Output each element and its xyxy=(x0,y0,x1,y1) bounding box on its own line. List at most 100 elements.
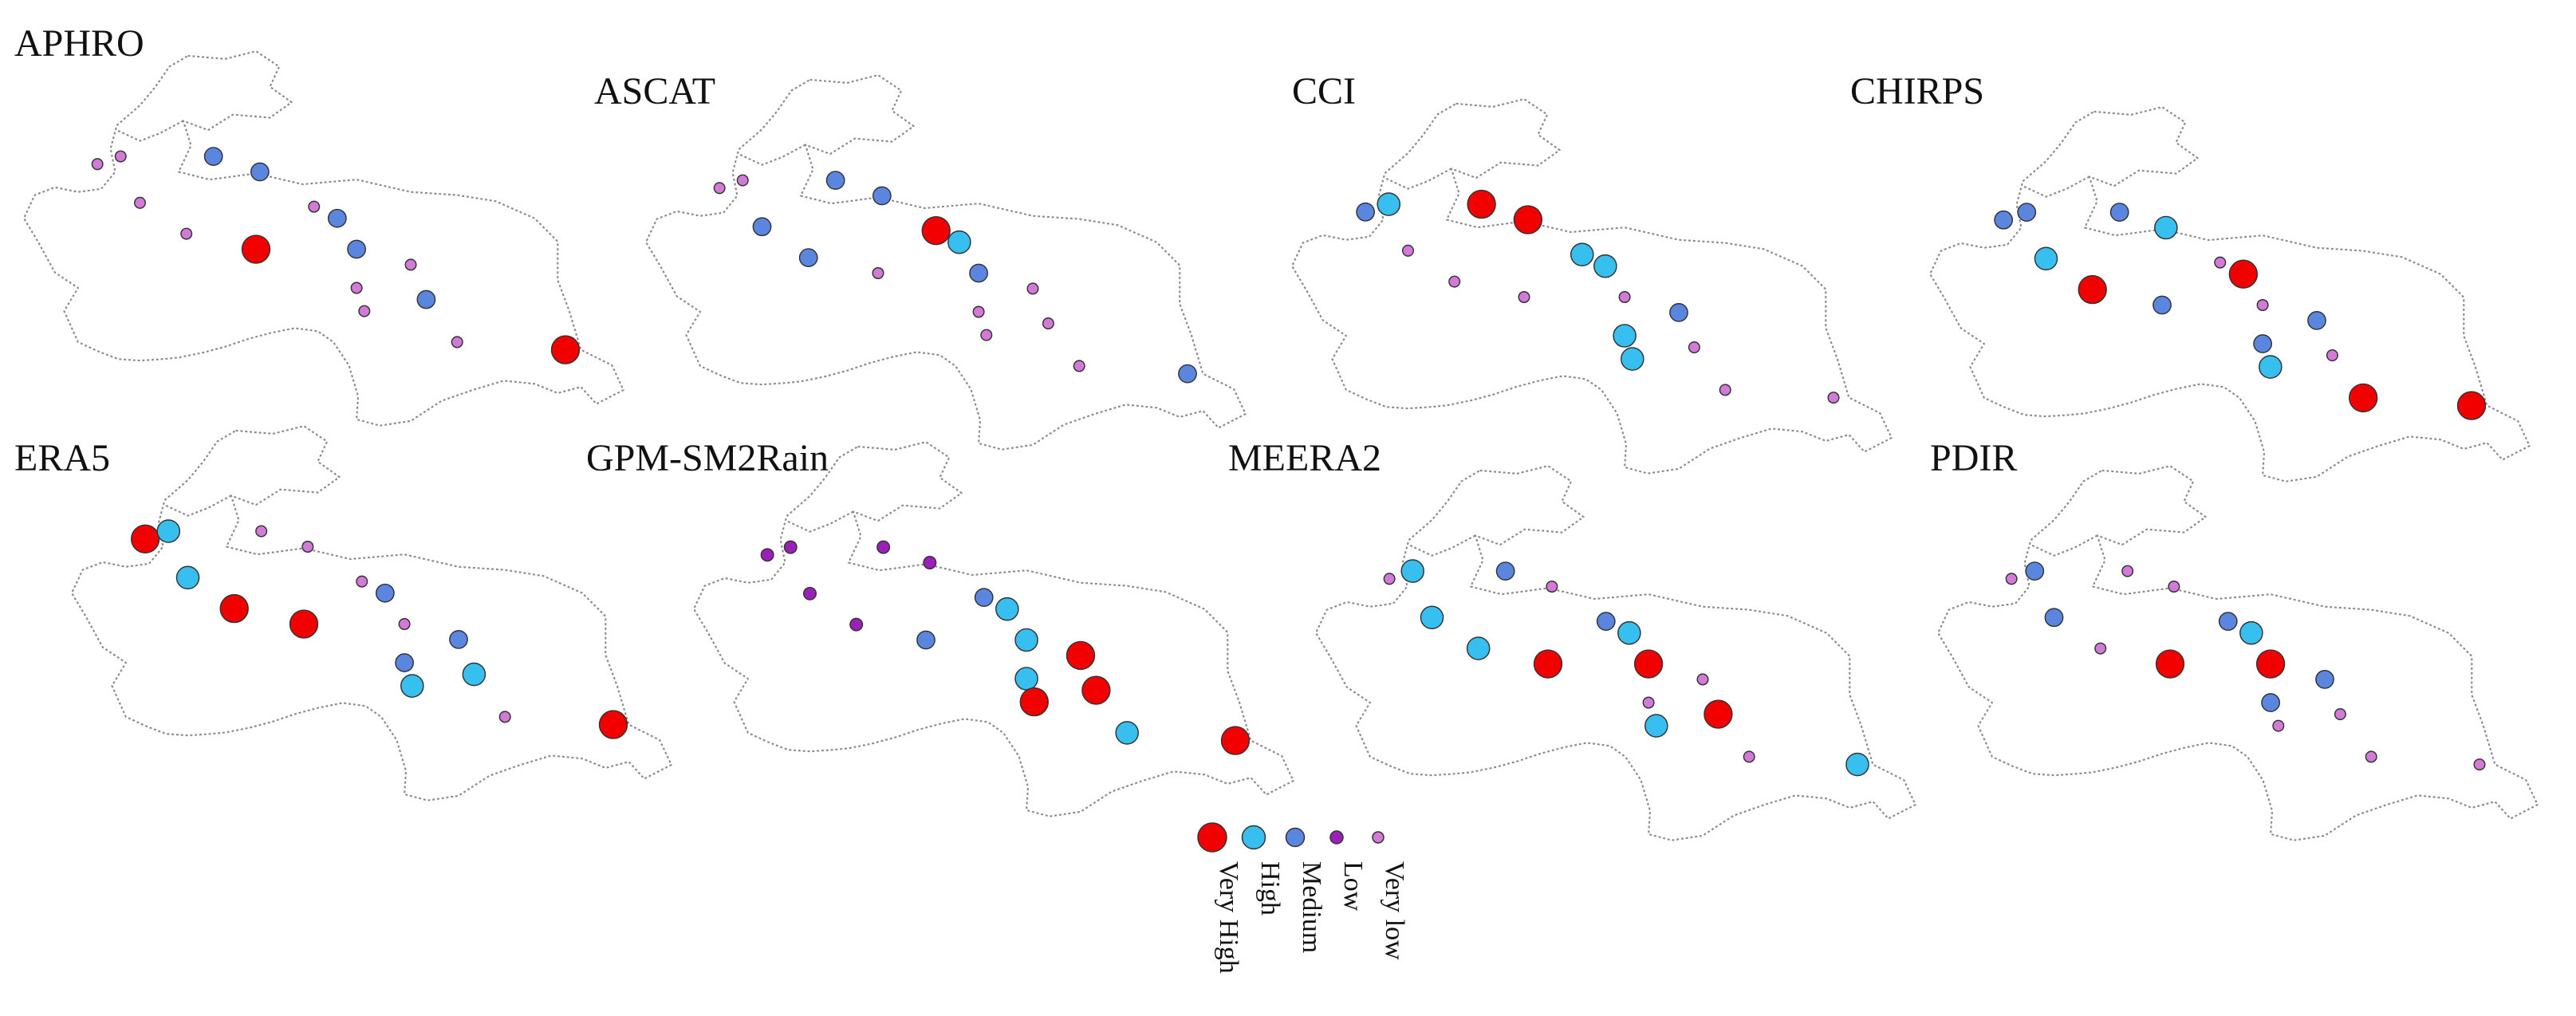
station-marker-very-high xyxy=(2155,649,2185,679)
internal-boundary xyxy=(116,120,184,142)
station-marker-medium xyxy=(798,248,818,267)
country-map xyxy=(1314,465,1916,841)
station-marker-very-high xyxy=(1513,205,1543,234)
station-marker-medium xyxy=(2307,311,2326,330)
country-boundary xyxy=(1936,465,2539,841)
panel-title: CCI xyxy=(1292,70,1356,112)
internal-boundary xyxy=(738,144,806,166)
station-marker-medium xyxy=(1178,364,1197,384)
station-marker-very-low xyxy=(1073,360,1085,372)
station-marker-low xyxy=(876,540,891,554)
station-marker-high xyxy=(1621,347,1644,371)
station-marker-high xyxy=(1613,324,1637,348)
legend-label-medium: Medium xyxy=(1297,861,1326,953)
station-marker-very-high xyxy=(921,215,951,246)
station-marker-high xyxy=(2259,355,2283,379)
station-marker-very-low xyxy=(2326,349,2338,362)
station-marker-very-high xyxy=(1065,640,1096,671)
legend-marker-very-low xyxy=(1372,831,1385,844)
panels-layer: APHRO ASCAT CCI CHIRPS ERA5 GPM-SM2Rain MEERA2… xyxy=(14,22,2539,841)
station-marker-very-low xyxy=(2256,298,2269,312)
station-marker-high xyxy=(995,597,1019,621)
station-marker-medium xyxy=(1596,612,1616,632)
station-marker-very-low xyxy=(1518,290,1530,304)
station-marker-medium xyxy=(347,239,366,259)
legend-label-high: High xyxy=(1255,861,1285,916)
internal-boundary xyxy=(2030,534,2098,557)
legend: Very High High Medium Low Very low xyxy=(1197,822,1409,974)
station-marker-medium xyxy=(416,289,436,309)
station-marker-medium xyxy=(395,653,414,672)
panel-title: APHRO xyxy=(14,22,144,65)
legend-marker-very-high xyxy=(1197,822,1227,853)
country-map xyxy=(1928,106,2531,482)
station-marker-low xyxy=(760,548,774,562)
station-marker-high xyxy=(2239,620,2263,645)
station-marker-high xyxy=(1570,242,1594,266)
station-marker-very-low xyxy=(1618,290,1631,304)
station-marker-high xyxy=(1617,620,1641,645)
station-marker-very-low xyxy=(114,150,127,163)
station-marker-high xyxy=(1377,192,1401,216)
station-marker-very-high xyxy=(2349,383,2378,413)
country-map xyxy=(70,425,672,801)
station-marker-very-low xyxy=(736,174,749,187)
station-marker-very-high xyxy=(1467,189,1496,219)
station-marker-very-low xyxy=(872,266,884,280)
station-marker-very-low xyxy=(1042,317,1054,330)
station-marker-very-low xyxy=(2121,565,2134,577)
station-marker-medium xyxy=(1994,210,2014,230)
country-boundary xyxy=(1290,98,1893,475)
panel-title: CHIRPS xyxy=(1850,70,1984,112)
country-boundary xyxy=(692,441,1294,817)
panel-title: ERA5 xyxy=(14,437,110,479)
station-marker-very-high xyxy=(241,234,271,264)
station-marker-very-low xyxy=(398,617,411,631)
legend-label-very-high: Very High xyxy=(1214,861,1243,974)
station-marker-very-low xyxy=(980,329,993,341)
station-marker-very-low xyxy=(358,305,371,317)
station-marker-medium xyxy=(250,162,270,182)
station-marker-high xyxy=(1115,721,1139,745)
station-marker-high xyxy=(947,230,971,254)
station-marker-low xyxy=(923,556,937,569)
legend-marker-high xyxy=(1241,825,1266,850)
station-marker-medium xyxy=(2109,203,2129,222)
country-map xyxy=(1936,465,2539,841)
station-marker-medium xyxy=(752,217,772,237)
station-marker-very-high xyxy=(130,524,160,553)
station-marker-low xyxy=(849,617,864,632)
station-marker-high xyxy=(175,565,200,590)
station-marker-medium xyxy=(974,588,994,608)
station-marker-very-high xyxy=(219,593,249,624)
station-marker-very-high xyxy=(550,335,581,364)
station-marker-high xyxy=(400,674,424,698)
station-marker-very-high xyxy=(1633,649,1664,679)
country-boundary xyxy=(70,425,672,801)
map-panel-cci: CCI xyxy=(1290,70,1893,475)
station-marker-very-low xyxy=(356,575,368,588)
station-marker-medium xyxy=(2253,334,2272,353)
station-marker-very-low xyxy=(498,711,511,723)
station-marker-medium xyxy=(916,630,935,650)
station-marker-medium xyxy=(825,171,845,190)
station-marker-very-low xyxy=(1827,392,1840,404)
station-marker-very-high xyxy=(598,710,628,739)
station-marker-medium xyxy=(2261,693,2280,712)
station-marker-very-low xyxy=(91,158,104,171)
station-marker-high xyxy=(1420,605,1444,630)
station-marker-very-low xyxy=(180,227,193,240)
station-marker-medium xyxy=(449,630,468,649)
station-marker-medium xyxy=(969,263,988,283)
country-map xyxy=(644,74,1247,451)
country-boundary xyxy=(1928,106,2531,482)
station-marker-very-low xyxy=(1642,696,1655,709)
station-marker-low xyxy=(803,586,817,601)
station-marker-very-low xyxy=(713,182,726,195)
panel-title: MEERA2 xyxy=(1228,437,1381,479)
map-panel-aphro: APHRO xyxy=(14,22,624,427)
station-marker-very-high xyxy=(2255,649,2286,679)
station-marker-very-low xyxy=(404,258,417,271)
station-marker-high xyxy=(462,662,486,687)
